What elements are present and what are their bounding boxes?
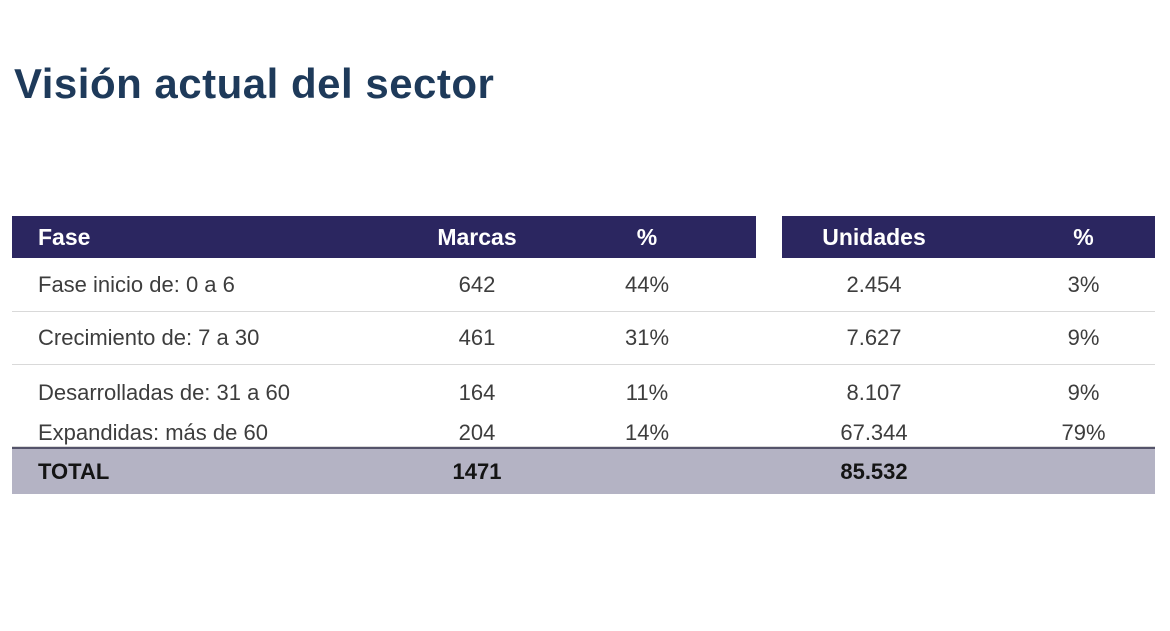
cell-marcas: 164 [458, 379, 496, 405]
row-spacer [756, 312, 782, 364]
table-row: Crecimiento de: 7 a 30 461 31% 7.627 9% [12, 312, 1155, 365]
cell-pct-marcas: 11% [625, 379, 669, 405]
table-total-row: TOTAL 1471 85.532 [12, 447, 1155, 494]
cell-fase: Desarrolladas de: 31 a 60 [38, 379, 290, 405]
cell-pct-unidades: 79% [1061, 420, 1106, 445]
cell-unidades: 67.344 [840, 420, 908, 445]
cell-pct-unidades: 3% [1067, 271, 1100, 297]
cell-fase: Crecimiento de: 7 a 30 [38, 325, 260, 350]
table-row: Fase inicio de: 0 a 6 642 44% 2.454 3% [12, 258, 1155, 312]
page-title: Visión actual del sector [14, 60, 495, 107]
col-header-pct-unidades: % [1073, 223, 1094, 250]
cell-pct-marcas: 31% [624, 325, 670, 350]
row-spacer [712, 420, 756, 446]
cell-pct-marcas: 14% [624, 420, 670, 445]
cell-pct-marcas: 44% [624, 271, 670, 297]
row-spacer [966, 365, 1012, 420]
total-unidades-value: 85.532 [840, 458, 908, 484]
cell-unidades: 2.454 [846, 271, 902, 297]
row-spacer [756, 365, 782, 420]
table-row: Desarrolladas de: 31 a 60 164 11% 8.107 … [12, 365, 1155, 420]
cell-fase: Fase inicio de: 0 a 6 [38, 271, 235, 297]
table-header-row: Fase Marcas % Unidades % [12, 216, 1155, 258]
cell-pct-unidades: 9% [1067, 379, 1100, 405]
row-spacer [582, 449, 712, 494]
col-header-unidades: Unidades [822, 223, 926, 250]
row-spacer [712, 449, 756, 494]
cell-unidades: 8.107 [846, 379, 902, 405]
header-spacer [966, 216, 1012, 258]
cell-marcas: 642 [458, 271, 496, 297]
cell-pct-unidades: 9% [1067, 325, 1100, 350]
row-spacer [712, 312, 756, 364]
col-header-pct-marcas: % [636, 223, 658, 250]
col-header-fase: Fase [38, 223, 91, 250]
table-row: Expandidas: más de 60 204 14% 67.344 79% [12, 420, 1155, 447]
header-block-marcas: Fase Marcas % [12, 216, 756, 258]
total-marcas-value: 1471 [452, 458, 502, 484]
header-block-unidades: Unidades % [782, 216, 1155, 258]
row-spacer [966, 312, 1012, 364]
row-spacer [1012, 449, 1155, 494]
cell-unidades: 7.627 [846, 325, 902, 350]
cell-fase: Expandidas: más de 60 [38, 420, 268, 445]
row-spacer [966, 258, 1012, 311]
header-spacer [712, 216, 756, 258]
row-spacer [712, 365, 756, 420]
sector-table: Fase Marcas % Unidades % Fase inicio de:… [12, 216, 1155, 494]
row-spacer [966, 420, 1012, 446]
row-spacer [756, 449, 782, 494]
row-spacer [966, 449, 1012, 494]
total-label: TOTAL [38, 458, 110, 484]
cell-marcas: 204 [458, 420, 496, 445]
col-header-marcas: Marcas [437, 223, 517, 250]
row-spacer [712, 258, 756, 311]
cell-marcas: 461 [458, 325, 496, 350]
row-spacer [756, 420, 782, 446]
table-gap [756, 216, 782, 258]
row-spacer [756, 258, 782, 311]
